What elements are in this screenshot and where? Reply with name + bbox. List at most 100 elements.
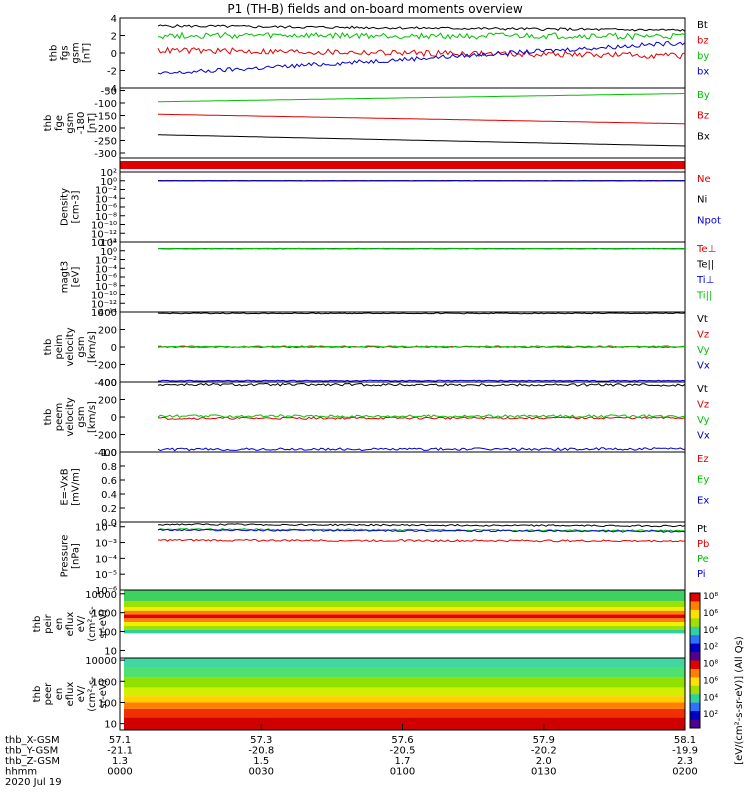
y-axis-label-line: [km/s] <box>87 401 98 433</box>
y-tick-label: 10⁻⁵ <box>95 570 117 581</box>
y-tick-label: 10⁻¹² <box>91 229 117 240</box>
y-tick-label: 10² <box>100 168 117 179</box>
y-axis-label-line: [nT] <box>87 113 98 133</box>
colorbar-swatch <box>690 601 700 611</box>
x-axis-value: 0130 <box>531 767 556 778</box>
x-axis-value: 58.1 <box>674 735 696 746</box>
x-axis-row-label: thb_Z-GSM <box>5 756 60 767</box>
x-axis-value: -20.5 <box>390 746 416 757</box>
y-axis-label-line: (cm²-s- <box>87 676 98 712</box>
y-axis-label-line: [nT] <box>82 43 93 63</box>
legend-Vx: Vx <box>697 431 710 442</box>
spectrogram-band <box>124 607 685 611</box>
y-axis-label-line: fge <box>54 115 65 131</box>
y-tick-label: 10⁻¹⁰ <box>91 221 117 232</box>
legend-Pi: Pi <box>697 569 706 580</box>
y-axis-label-line: gsm <box>71 42 82 63</box>
spectrogram-band <box>124 601 685 607</box>
spectrogram-band <box>124 590 685 602</box>
spectrogram-band <box>124 658 685 668</box>
spectrogram-band <box>124 633 685 658</box>
spectrogram-band <box>124 708 685 718</box>
legend-Pt: Pt <box>697 524 707 535</box>
legend-bx: bx <box>697 67 709 78</box>
legend-bz: bz <box>697 36 709 47</box>
legend-Vt: Vt <box>697 314 708 325</box>
y-tick-label: 0 <box>111 413 117 424</box>
y-tick-label: 200 <box>98 396 117 407</box>
y-axis-label: magt3 [eV] <box>60 261 82 294</box>
y-tick-label: -2 <box>107 67 117 78</box>
panel-peem_velocity: 400 200 0 -200 -400 thb peem velocity gsm [km/s] V… <box>43 378 710 459</box>
colorbar-label: 10⁸ <box>703 660 718 670</box>
y-tick-label: 10⁻⁶ <box>95 273 117 284</box>
panel-fge_gsm: -50-100 -150-200 -250-300 thb fge gsm -180 [nT]… <box>43 87 710 161</box>
legend-Vx: Vx <box>697 361 710 372</box>
y-axis-label-line: thb <box>43 115 54 132</box>
y-tick-label: 0.6 <box>101 476 117 487</box>
spectrogram-band <box>124 614 685 619</box>
y-tick-label: 10⁻² <box>95 186 117 197</box>
y-axis-label: thb fge gsm -180 [nT] <box>43 112 98 135</box>
y-tick-label: -200 <box>94 361 117 372</box>
series-line-Bx <box>158 134 686 147</box>
panel-frame <box>119 451 686 523</box>
x-axis-value: 0200 <box>672 767 697 778</box>
y-axis-label-line: peim <box>54 334 65 359</box>
flag-bar <box>120 161 685 169</box>
colorbar-swatch <box>690 668 700 678</box>
series-line-Pb <box>157 538 686 543</box>
series-line-Vy <box>157 345 686 348</box>
colorbar-swatch <box>690 685 700 695</box>
colorbar-title: [eV/(cm²-s-sr-eV)] (All Qs) <box>734 636 745 765</box>
y-tick-label: 10⁻⁴ <box>95 264 117 275</box>
y-tick-label: 10⁻¹⁰ <box>91 291 117 302</box>
y-axis-label-line: magt3 <box>60 261 71 294</box>
legend-Vz: Vz <box>697 400 709 411</box>
y-axis-label-line: [cm-3] <box>71 190 82 223</box>
panel-flag_bar <box>119 157 686 173</box>
series-line-Bt <box>157 24 686 32</box>
x-axis-value: 1.5 <box>253 756 269 767</box>
y-axis-label-line: [mV/m] <box>71 468 82 506</box>
legend-Pe: Pe <box>697 554 709 565</box>
y-tick-label: 0 <box>111 49 117 60</box>
y-tick-label: 0.0 <box>101 518 117 529</box>
legend-Ti⊥: Ti⊥ <box>696 275 714 286</box>
colorbar-swatch <box>690 643 700 653</box>
y-tick-label: 10000 <box>85 590 117 601</box>
y-tick-label: 10⁻³ <box>95 539 117 550</box>
y-tick-label: 10⁻¹⁴ <box>91 238 117 249</box>
y-tick-label: -150 <box>94 112 117 123</box>
spectrogram-band <box>124 717 685 730</box>
y-axis-label-line: thb <box>49 45 60 62</box>
spectrogram-band <box>124 677 685 688</box>
legend-Pb: Pb <box>697 539 709 550</box>
colorbar-frame <box>689 592 701 729</box>
panel-pressure: 10⁻² 10⁻³ 10⁻⁴ 10⁻⁵ 10⁻⁶ Pressure [nPa] Pt Pb Pe P… <box>60 521 709 597</box>
colorbar-swatch <box>690 626 700 636</box>
y-axis-label-line: thb <box>43 409 54 426</box>
colorbar-label: 10² <box>703 710 718 720</box>
x-axis-value: -21.1 <box>107 746 133 757</box>
y-tick-label: 2 <box>111 32 117 43</box>
y-axis-label-line: sr-eV) <box>98 679 109 708</box>
colorbar-label: 10⁸ <box>703 592 718 602</box>
series-line-bx <box>157 40 686 75</box>
y-tick-label: 200 <box>98 326 117 337</box>
series-line-Vx <box>157 447 686 452</box>
spectrogram-band <box>124 610 685 615</box>
y-tick-label: -50 <box>101 87 117 98</box>
colorbar-label: 10⁴ <box>703 693 718 703</box>
y-tick-label: -400 <box>94 378 117 389</box>
legend-Vy: Vy <box>697 345 710 356</box>
y-axis-label-line: peir <box>43 613 54 633</box>
y-axis-label: thb fgs gsm [nT] <box>49 42 93 63</box>
y-tick-label: 4 <box>111 14 117 25</box>
panel-frame <box>119 521 686 591</box>
y-tick-label: 0.8 <box>101 462 117 473</box>
y-tick-label: 1000 <box>92 677 117 688</box>
x-axis-value: 1.7 <box>395 756 411 767</box>
y-tick-label: 0.2 <box>101 504 117 515</box>
colorbar-swatch <box>690 677 700 687</box>
